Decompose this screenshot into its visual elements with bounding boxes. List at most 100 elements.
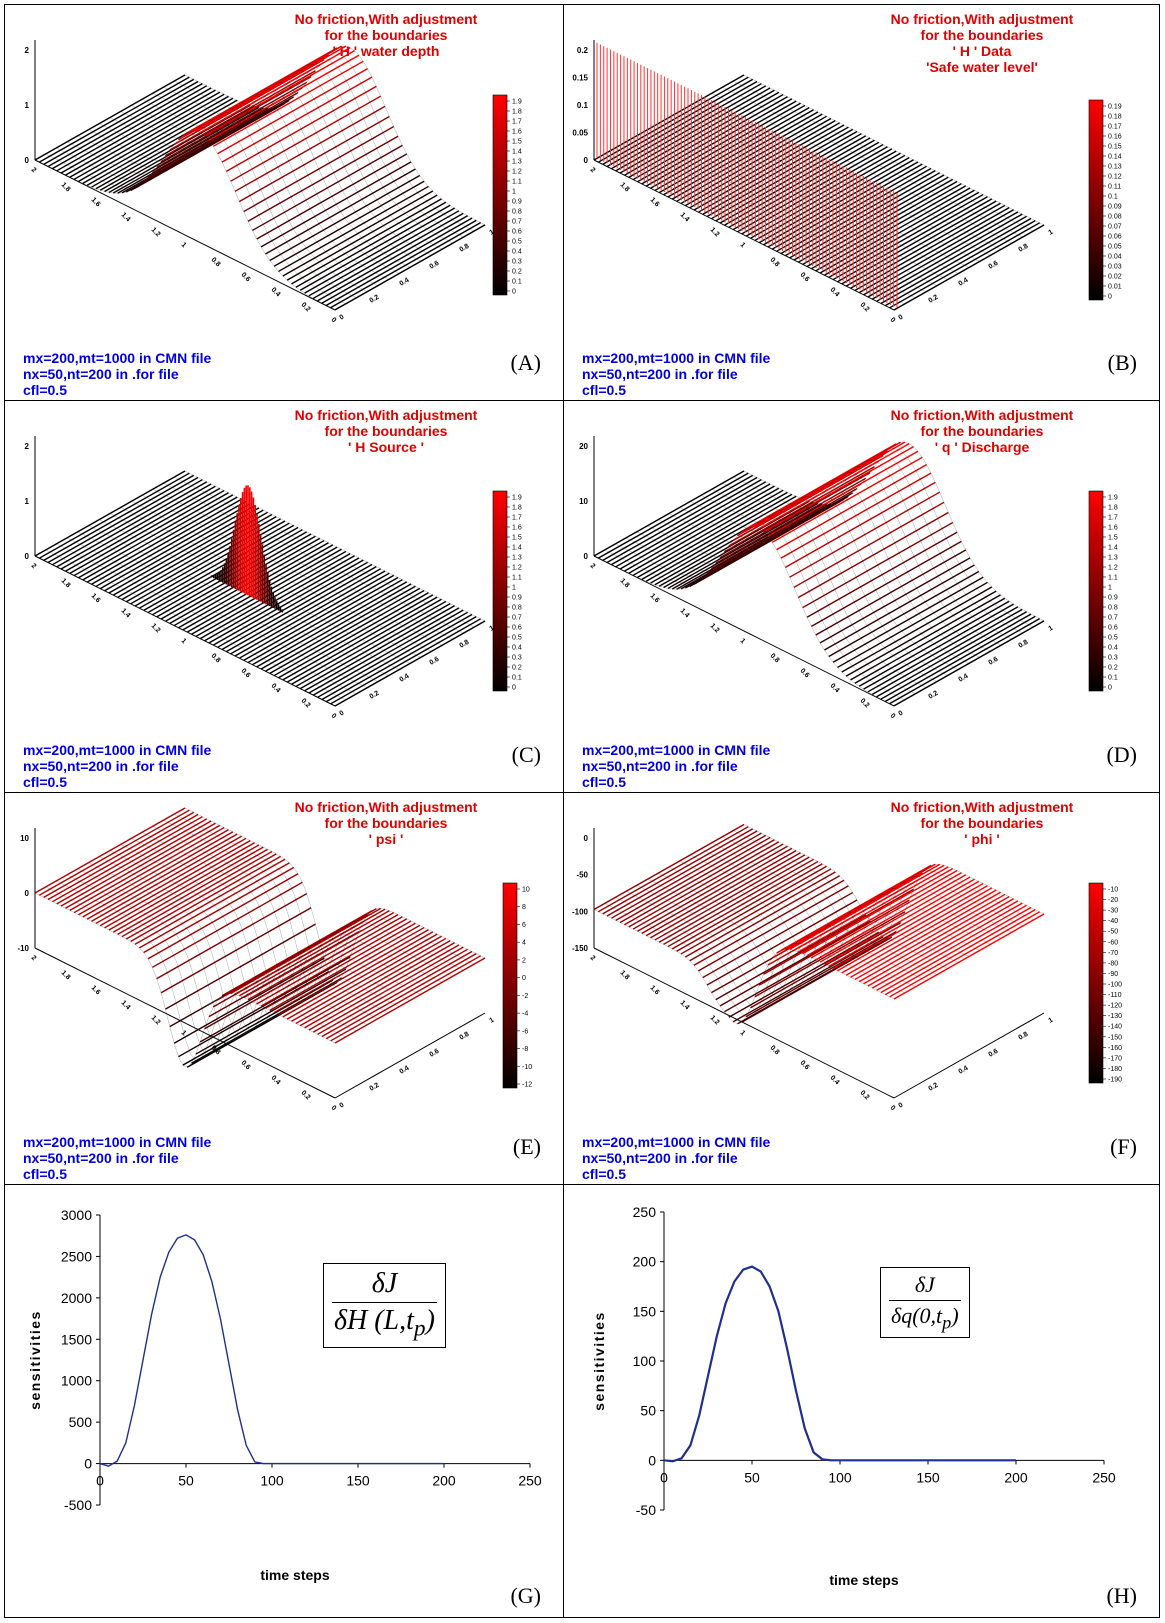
surface-strip [819, 187, 971, 274]
surface-strip [863, 209, 1014, 296]
panel-title-line: No friction,With adjustment [890, 407, 1074, 423]
surface-strip [108, 844, 260, 931]
surface-strip [334, 957, 486, 1044]
surface-gridline [163, 482, 464, 634]
surface-gridline [615, 897, 916, 1012]
surface-strip [291, 198, 442, 285]
colorbar-label: 1.3 [1108, 555, 1118, 562]
surface-strip [658, 500, 810, 587]
colorbar-label: 0.3 [512, 655, 522, 662]
formula-subscript: p [942, 1312, 952, 1333]
x-tick-label: 50 [744, 1469, 760, 1485]
surface-strip [39, 809, 190, 896]
y-tick-label: 1.4 [120, 607, 132, 619]
run-parameter-line: cfl=0.5 [23, 1166, 67, 1182]
y-tick-label: 0.8 [210, 652, 222, 664]
y-tick-label: 2 [589, 166, 597, 174]
y-tick-label: 0 [889, 712, 897, 720]
colorbar-label: 0.1 [512, 675, 522, 682]
y-tick-label: 0.2 [300, 1089, 312, 1101]
surface-strip [641, 493, 793, 580]
surface-gridline [658, 490, 959, 670]
surface-strip [845, 889, 997, 976]
line-chart: 250 200 150 100 50 0 -50 0 50 100 150 200 250 sensiti… [591, 1204, 1116, 1588]
run-parameter-line: nx=50,nt=200 in .for file [23, 1150, 179, 1166]
surface-strip [815, 549, 967, 636]
surface-strip [798, 511, 949, 599]
z-tick-label: 2 [25, 46, 30, 55]
surface-strip [889, 911, 1040, 998]
surface-strip [308, 944, 460, 1031]
surface-strip [763, 888, 914, 975]
x-tick-label: 0.8 [459, 1031, 471, 1042]
x-tick-label: 0.2 [369, 294, 381, 305]
surface-strip [832, 193, 984, 281]
surface-strip [99, 502, 251, 590]
colorbar-label: 0.19 [1108, 104, 1122, 111]
surface-strip [841, 887, 993, 974]
colorbar-label: 0.3 [512, 259, 522, 266]
surface-strip [65, 822, 216, 909]
surface-strip [628, 487, 780, 574]
run-parameter-line: mx=200,mt=1000 in CMN file [23, 350, 212, 366]
surface-strip [60, 820, 212, 907]
surface-strip [811, 872, 962, 959]
surface-strip [52, 816, 203, 903]
surface-gridline [45, 124, 346, 305]
x-axis [893, 224, 1045, 311]
colorbar-label: 0.9 [512, 199, 522, 206]
colorbar-label: -90 [1108, 971, 1118, 978]
surface-strip [611, 83, 762, 170]
surface-strip [225, 566, 377, 653]
formula-denominator: δq(0,tp) [881, 1301, 969, 1337]
surface-strip [806, 531, 958, 618]
run-parameters: mx=200,mt=1000 in CMN file nx=50,nt=200 i… [23, 350, 211, 398]
surface-gridline [131, 838, 432, 1013]
surface-strip [247, 135, 399, 222]
panel-b: No friction,With adjustment for the bound… [563, 4, 1160, 401]
surface-strip [139, 862, 290, 949]
surface-strip [663, 501, 814, 589]
surface-strip [871, 608, 1023, 695]
surface-strip [217, 561, 368, 648]
colorbar-label: 1 [512, 585, 516, 592]
surface-gridline [733, 830, 1034, 945]
colorbar-label: 1.7 [1108, 515, 1118, 522]
surface-strip [152, 881, 303, 968]
x-tick-label: 0 [898, 314, 905, 322]
surface-gridline [66, 537, 368, 689]
surface-strip [693, 879, 845, 966]
panel-letter: (B) [1107, 350, 1137, 375]
x-axis [334, 620, 486, 707]
surface-strip [837, 196, 988, 283]
surface-gridline [711, 460, 1013, 640]
y-tick-label: 1000 [61, 1373, 92, 1389]
colorbar-label: -6 [522, 1028, 528, 1035]
colorbar-label: 0.6 [512, 229, 522, 236]
y-tick-label: 1 [739, 637, 747, 645]
surface-gridline [163, 57, 464, 238]
surface-strip [239, 910, 390, 997]
surface-strip [195, 45, 347, 132]
y-tick-label: 250 [633, 1204, 657, 1220]
run-parameter-line: mx=200,mt=1000 in CMN file [582, 742, 771, 758]
z-tick-label: 1 [25, 497, 30, 506]
surface-gridline [141, 832, 443, 1007]
surface-strip [260, 161, 412, 248]
x-tick-label: 0.2 [928, 690, 940, 701]
panel-title-line: for the boundaries [324, 423, 448, 439]
y-tick-label: 0.2 [300, 697, 312, 709]
colorbar-label: 8 [522, 904, 526, 911]
surface-strip [684, 871, 836, 958]
surface-strip [108, 106, 260, 194]
colorbar-label: 0.09 [1108, 204, 1122, 211]
colorbar-label: 0 [1108, 685, 1112, 692]
surface-strip [750, 441, 901, 528]
panel-a: No friction,With adjustment for the bound… [4, 4, 564, 401]
surface-strip [256, 581, 408, 668]
x-tick-label: 0.6 [429, 260, 441, 271]
surface-strip [317, 948, 468, 1035]
surface-strip [56, 818, 208, 905]
surface-strip [754, 911, 906, 998]
surface-gridline [615, 514, 916, 695]
